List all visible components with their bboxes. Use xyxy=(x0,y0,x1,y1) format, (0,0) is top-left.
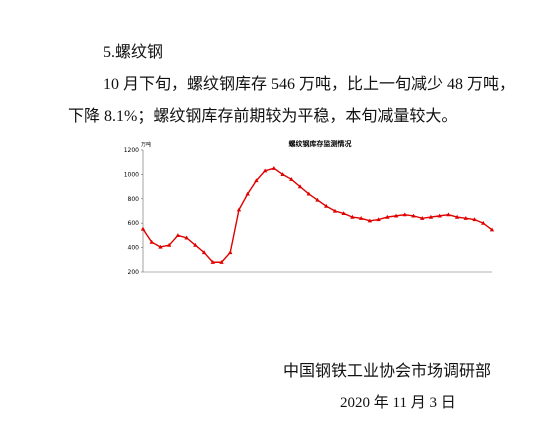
marker xyxy=(402,212,407,217)
marker xyxy=(166,242,172,247)
marker xyxy=(228,250,233,255)
footer-org: 中国钢铁工业协会市场调研部 xyxy=(283,363,492,380)
marker xyxy=(472,217,477,222)
marker xyxy=(332,208,338,213)
marker xyxy=(341,211,346,216)
marker xyxy=(175,233,181,237)
y-tick-label: 200 xyxy=(128,269,140,276)
marker xyxy=(262,168,268,173)
marker xyxy=(254,178,259,183)
marker xyxy=(446,212,451,217)
y-tick-label: 1200 xyxy=(124,147,139,154)
marker xyxy=(358,216,364,220)
marker xyxy=(219,259,224,264)
y-axis-label: 万吨 xyxy=(141,141,151,148)
footer-date: 2020 年 11 月 3 日 xyxy=(340,395,456,411)
y-tick-label: 1000 xyxy=(124,171,139,178)
marker xyxy=(376,217,381,222)
y-tick-label: 600 xyxy=(128,220,140,227)
marker xyxy=(201,250,207,255)
marker xyxy=(420,216,425,220)
marker xyxy=(463,216,469,220)
paragraph-line: 10 月下旬，螺纹钢库存 546 万吨，比上一旬减少 48 万吨， xyxy=(103,76,516,93)
marker xyxy=(411,213,416,218)
marker xyxy=(140,226,146,231)
marker xyxy=(385,214,390,219)
marker xyxy=(428,214,434,219)
data-line xyxy=(142,167,493,263)
marker xyxy=(158,244,163,249)
marker xyxy=(289,176,294,181)
marker xyxy=(271,166,277,170)
marker xyxy=(306,191,311,196)
chart-title: 螺纹钢库存监测情况 xyxy=(289,139,352,148)
y-tick-label: 800 xyxy=(128,196,140,203)
marker xyxy=(437,213,442,218)
marker xyxy=(454,214,460,219)
y-tick-label: 400 xyxy=(128,245,140,252)
paragraph-line: 下降 8.1%；螺纹钢库存前期较为平稳，本旬减量较大。 xyxy=(68,108,458,125)
marker xyxy=(184,235,189,240)
marker xyxy=(393,213,399,218)
marker xyxy=(297,184,303,189)
heading: 5.螺纹钢 xyxy=(103,44,164,61)
marker xyxy=(324,203,329,208)
marker xyxy=(193,242,198,247)
marker xyxy=(236,207,242,212)
marker xyxy=(280,172,285,176)
marker xyxy=(367,218,373,223)
marker xyxy=(481,220,486,225)
marker xyxy=(315,197,320,202)
marker xyxy=(210,259,215,264)
marker xyxy=(489,227,495,232)
marker xyxy=(245,191,250,196)
marker xyxy=(149,239,154,244)
marker xyxy=(350,214,355,219)
